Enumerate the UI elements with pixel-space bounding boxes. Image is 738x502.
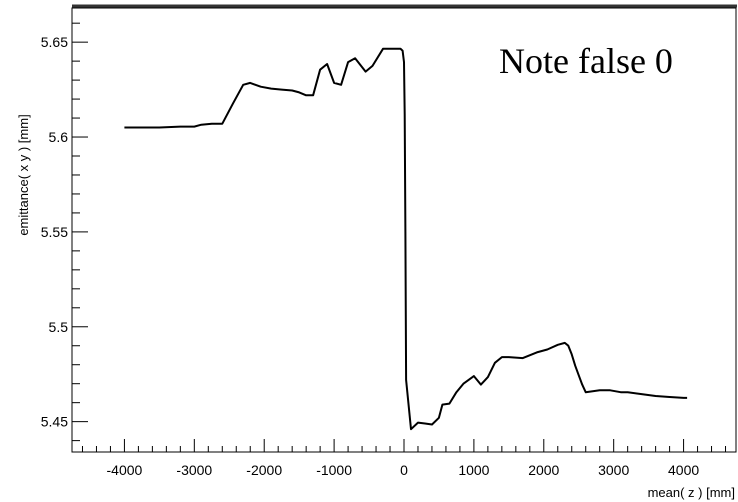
y-tick-label: 5.5 — [49, 319, 69, 335]
x-tick-label: 2000 — [528, 462, 559, 478]
series-layer — [124, 49, 687, 429]
y-tick-label: 5.55 — [41, 224, 68, 240]
y-tick-label: 5.65 — [41, 34, 68, 50]
x-tick-label: -4000 — [107, 462, 143, 478]
x-tick-label: 3000 — [598, 462, 629, 478]
y-tick-label: 5.45 — [41, 414, 68, 430]
x-axis-ticks — [82, 439, 725, 452]
x-axis-tick-labels: -4000 -3000 -2000 -1000 0 1000 2000 3000 4000 — [107, 462, 700, 478]
y-axis-tick-labels: 5.45 5.5 5.55 5.6 5.65 — [41, 34, 68, 429]
y-axis-ticks — [72, 23, 88, 440]
y-tick-label: 5.6 — [49, 129, 69, 145]
x-axis-title: mean( z ) [mm] — [648, 485, 735, 500]
x-tick-label: 0 — [400, 462, 408, 478]
y-axis-title: emittance( x y ) [mm] — [16, 114, 31, 235]
x-tick-label: -3000 — [176, 462, 212, 478]
x-tick-label: -2000 — [246, 462, 282, 478]
note-annotation: Note false 0 — [499, 41, 673, 81]
series-line — [124, 49, 687, 429]
x-tick-label: 1000 — [458, 462, 489, 478]
x-tick-label: -1000 — [316, 462, 352, 478]
x-tick-label: 4000 — [668, 462, 699, 478]
